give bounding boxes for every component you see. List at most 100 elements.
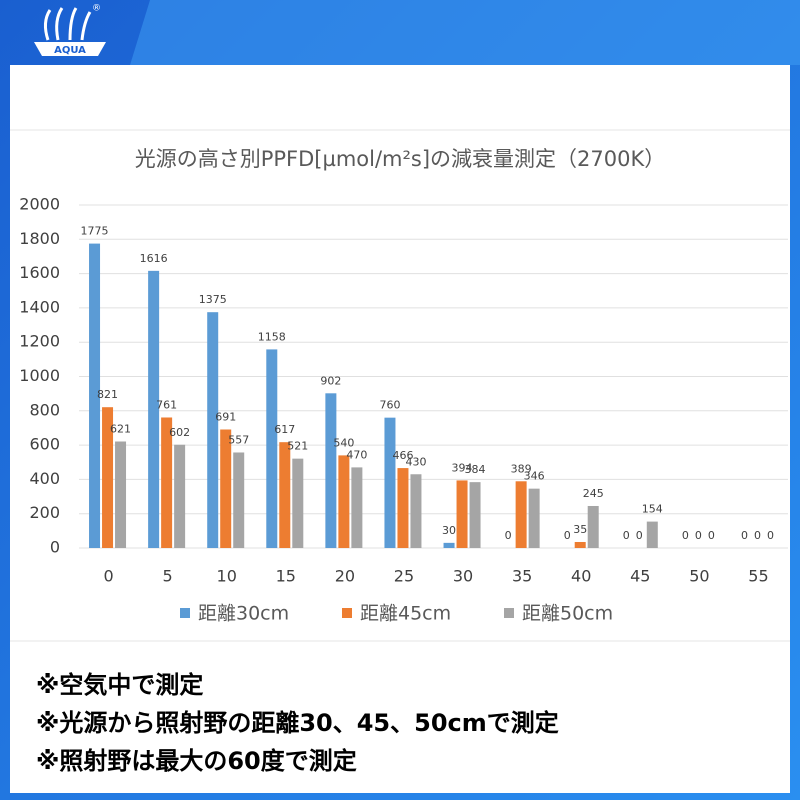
legend-label: 距離30cm: [198, 603, 289, 625]
panel: [10, 65, 790, 793]
data-label: 0: [754, 529, 761, 542]
bar: [292, 458, 304, 548]
data-label: 540: [333, 436, 354, 449]
data-label: 0: [708, 529, 715, 542]
data-label: 35: [573, 523, 587, 536]
data-label: 0: [695, 529, 702, 542]
data-label: 760: [379, 399, 400, 412]
note: ※照射野は最大の60度で測定: [36, 747, 357, 775]
x-tick-label: 40: [571, 567, 591, 586]
data-label: 154: [642, 503, 663, 516]
bar: [279, 442, 291, 548]
bar: [528, 488, 540, 548]
bar: [161, 417, 173, 548]
data-label: 521: [287, 440, 308, 453]
x-tick-label: 15: [276, 567, 296, 586]
y-tick-label: 2000: [19, 195, 60, 214]
bar: [456, 480, 468, 548]
logo-text: AQUA: [54, 45, 86, 56]
data-label: 617: [274, 423, 295, 436]
data-label: 821: [97, 388, 118, 401]
data-label: 1375: [199, 293, 227, 306]
y-tick-label: 200: [29, 503, 60, 522]
x-tick-label: 5: [163, 567, 173, 586]
data-label: 0: [623, 529, 630, 542]
x-tick-label: 25: [394, 567, 414, 586]
x-tick-label: 50: [689, 567, 709, 586]
bar: [89, 243, 101, 548]
data-label: 245: [583, 487, 604, 500]
data-label: 902: [320, 374, 341, 387]
x-tick-label: 0: [103, 567, 113, 586]
data-label: 1616: [140, 252, 168, 265]
data-label: 1775: [81, 225, 109, 238]
bar: [115, 441, 127, 548]
bar: [174, 444, 186, 548]
bar: [325, 393, 337, 548]
legend-swatch: [504, 608, 514, 618]
data-label: 0: [505, 529, 512, 542]
data-label: 0: [636, 529, 643, 542]
data-label: 430: [405, 455, 426, 468]
data-label: 394: [452, 461, 473, 474]
data-label: 761: [156, 398, 177, 411]
legend-label: 距離50cm: [522, 603, 613, 625]
data-label: 470: [346, 448, 367, 461]
bar: [469, 482, 481, 548]
y-tick-label: 0: [50, 538, 60, 557]
y-tick-label: 1000: [19, 366, 60, 385]
x-tick-label: 30: [453, 567, 473, 586]
y-tick-label: 1800: [19, 229, 60, 248]
data-label: 0: [767, 529, 774, 542]
chart-title: 光源の高さ別PPFD[µmol/m²s]の減衰量測定（2700K）: [135, 147, 666, 171]
note: ※空気中で測定: [36, 671, 203, 699]
legend-swatch: [180, 608, 190, 618]
y-tick-label: 600: [29, 435, 60, 454]
data-label: 602: [169, 426, 190, 439]
data-label: 389: [511, 462, 532, 475]
logo: AQUA ®: [34, 4, 106, 56]
data-label: 557: [228, 433, 249, 446]
bar: [574, 541, 586, 548]
bar: [102, 407, 114, 548]
data-label: 691: [215, 410, 236, 423]
data-label: 466: [392, 449, 413, 462]
bar: [266, 349, 278, 548]
data-label: 0: [682, 529, 689, 542]
y-tick-label: 1600: [19, 263, 60, 282]
data-label: 0: [564, 529, 571, 542]
y-tick-label: 800: [29, 400, 60, 419]
x-tick-label: 10: [217, 567, 237, 586]
legend-swatch: [342, 608, 352, 618]
x-tick-label: 45: [630, 567, 650, 586]
logo-grass: [43, 7, 92, 41]
x-tick-label: 55: [748, 567, 768, 586]
bar: [148, 270, 160, 548]
x-tick-label: 35: [512, 567, 532, 586]
logo-mark: ®: [92, 4, 101, 14]
bar: [587, 505, 599, 548]
bar: [443, 542, 455, 548]
notes: ※空気中で測定 ※光源から照射野の距離30、45、50cmで測定 ※照射野は最大の6…: [36, 671, 559, 775]
data-label: 1158: [258, 330, 286, 343]
data-label: 621: [110, 422, 131, 435]
logo-base: [34, 42, 106, 56]
data-label: 384: [465, 463, 486, 476]
banner: [130, 0, 800, 65]
bar: [515, 481, 527, 548]
data-label: 30: [442, 524, 456, 537]
x-tick-label: 20: [335, 567, 355, 586]
y-tick-label: 400: [29, 469, 60, 488]
legend-label: 距離45cm: [360, 603, 451, 625]
y-tick-label: 1200: [19, 332, 60, 351]
bar: [220, 429, 232, 548]
note: ※光源から照射野の距離30、45、50cmで測定: [36, 709, 559, 737]
y-tick-label: 1400: [19, 297, 60, 316]
bar: [410, 474, 422, 548]
bar: [397, 468, 409, 548]
bar: [233, 452, 245, 548]
bar: [207, 312, 219, 548]
data-label: 0: [741, 529, 748, 542]
data-label: 346: [524, 470, 545, 483]
